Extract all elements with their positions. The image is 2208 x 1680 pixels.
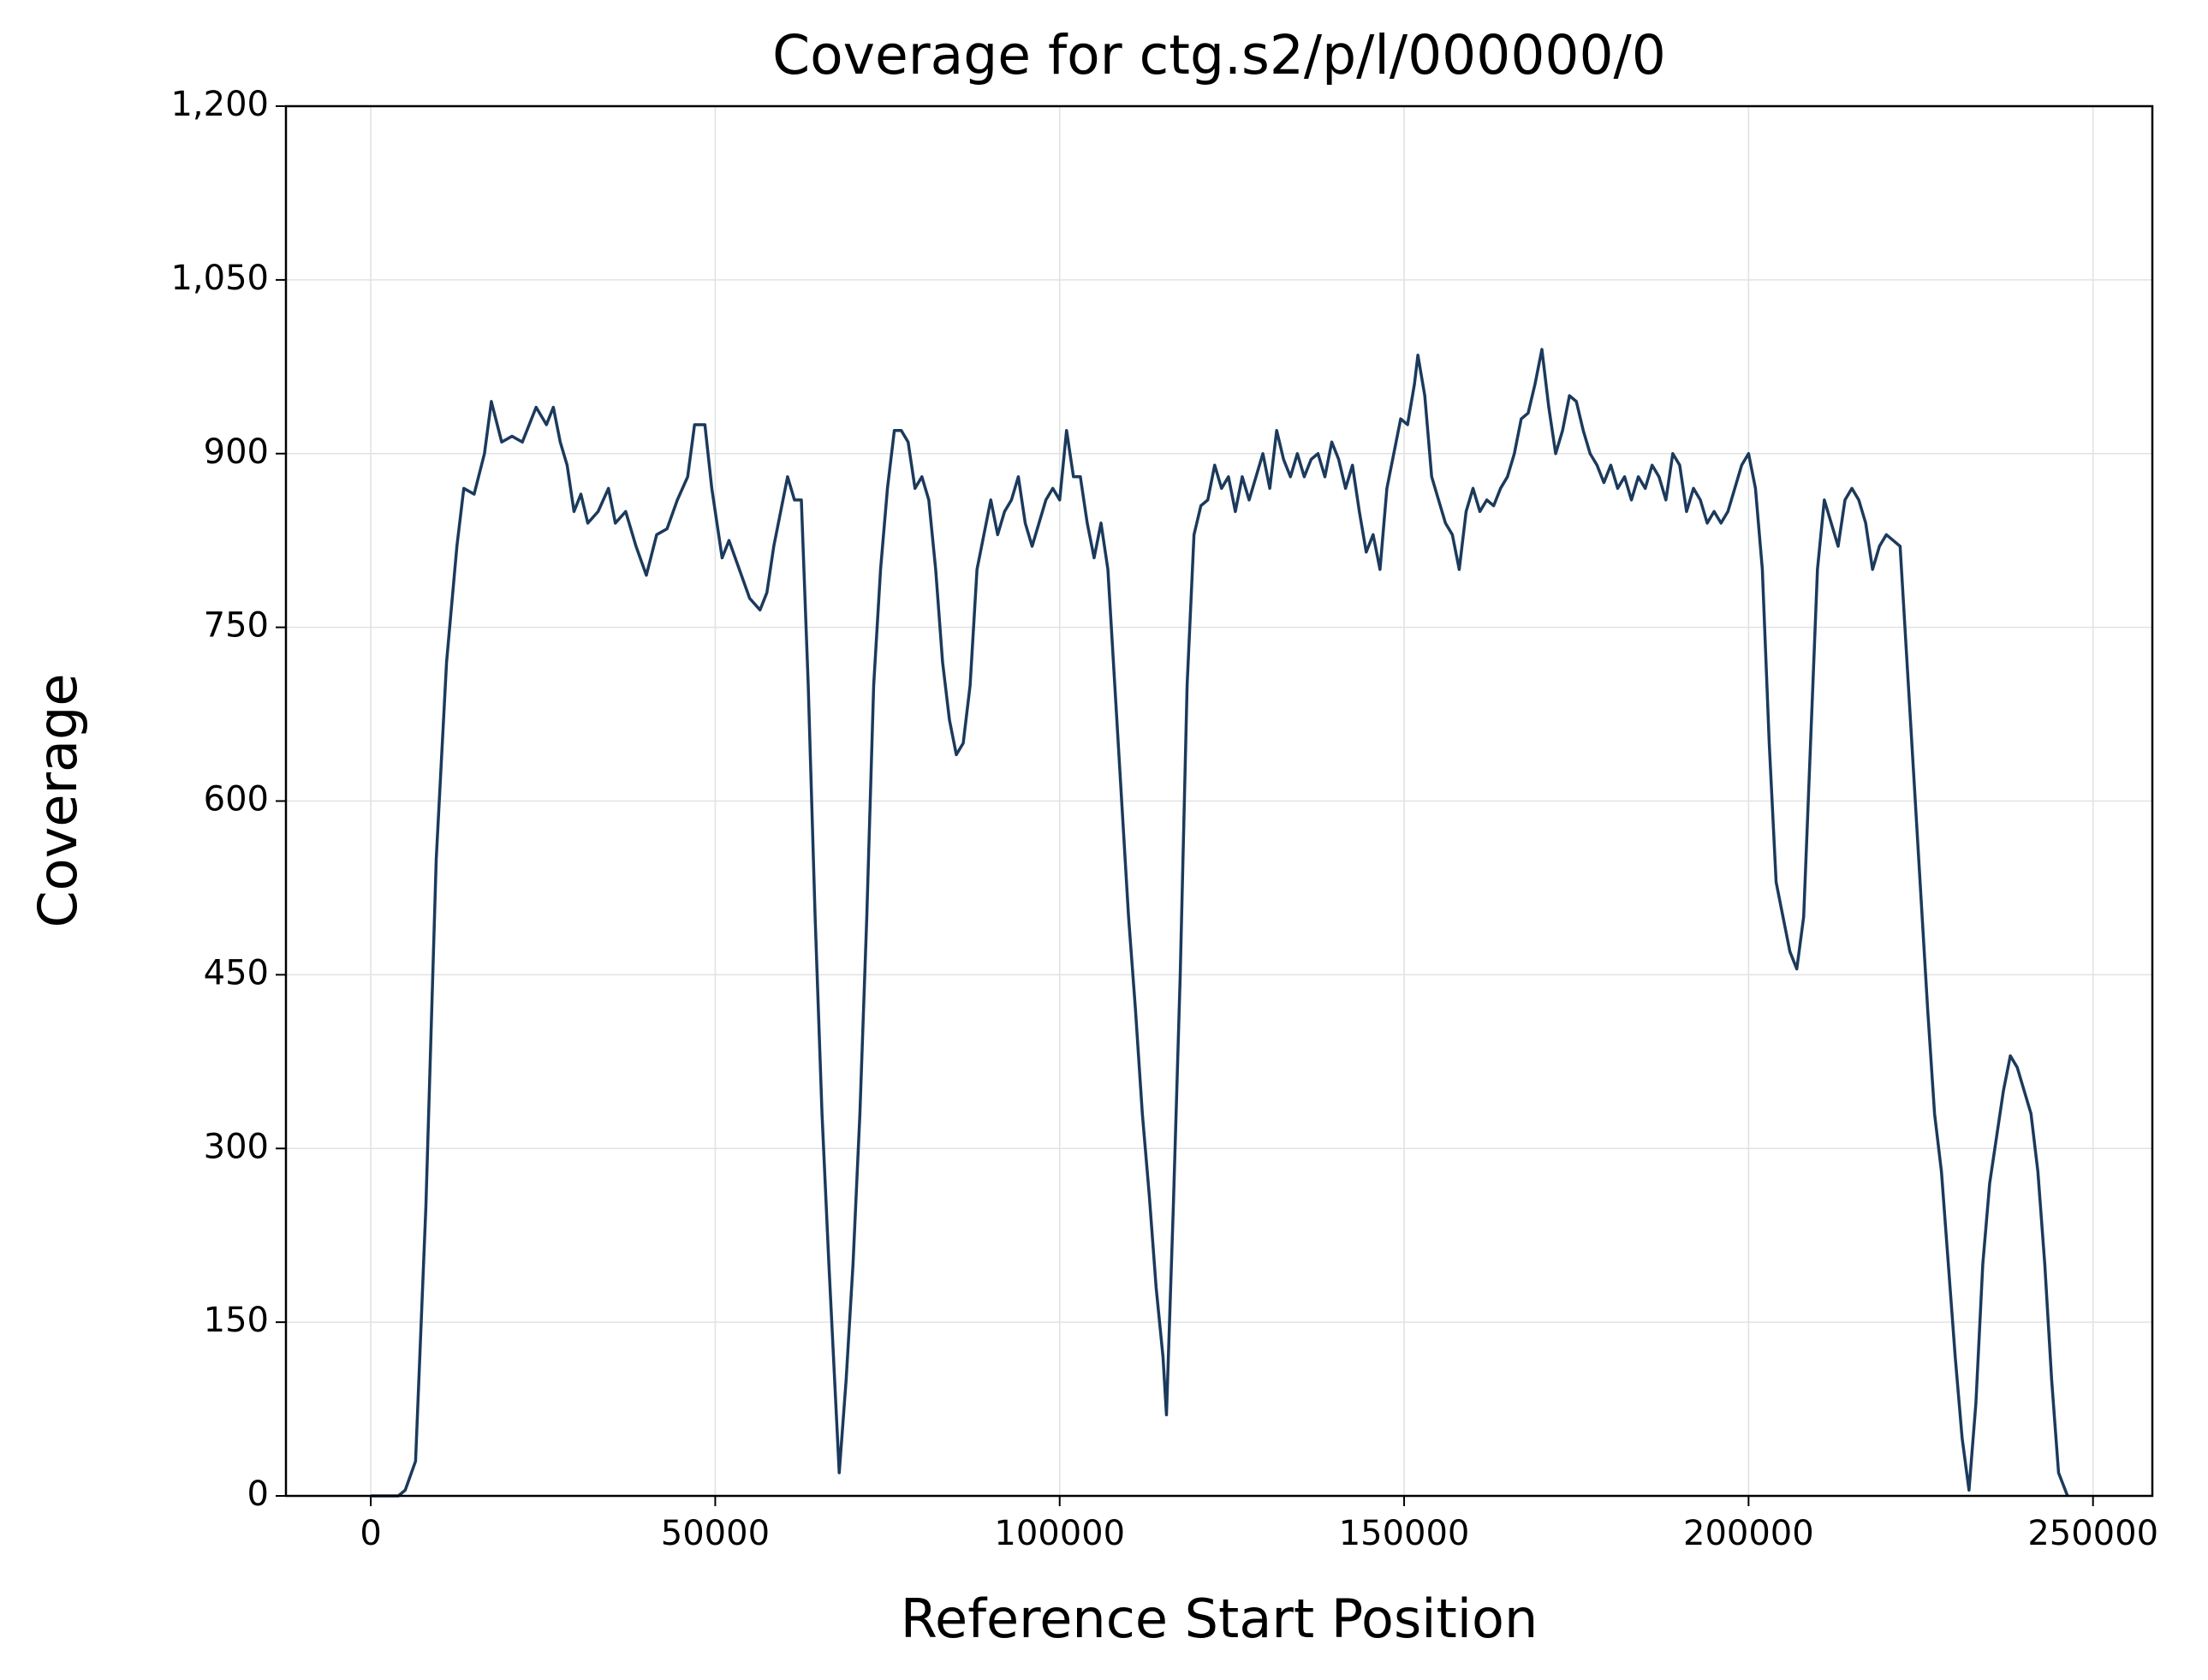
y-tick-label: 900 (204, 432, 269, 472)
y-tick-label: 1,200 (170, 85, 269, 124)
x-tick-label: 100000 (994, 1514, 1125, 1553)
x-tick-label: 250000 (2027, 1514, 2158, 1553)
y-tick-label: 750 (204, 606, 269, 646)
y-tick-label: 1,050 (170, 259, 269, 298)
coverage-line (371, 348, 2069, 1498)
y-tick-label: 150 (204, 1301, 269, 1340)
y-tick-label: 0 (247, 1474, 269, 1514)
x-tick-label: 200000 (1683, 1514, 1814, 1553)
x-axis-label: Reference Start Position (901, 1588, 1538, 1650)
x-tick-label: 0 (360, 1514, 381, 1553)
y-tick-label: 450 (204, 953, 269, 992)
x-tick-label: 50000 (661, 1514, 770, 1553)
y-tick-label: 300 (204, 1127, 269, 1166)
y-tick-label: 600 (204, 780, 269, 819)
x-tick-label: 150000 (1339, 1514, 1470, 1553)
plot-frame (284, 104, 2154, 1498)
y-axis-label: Coverage (27, 673, 89, 927)
chart-title: Coverage for ctg.s2/p/l/000000/0 (772, 24, 1666, 86)
